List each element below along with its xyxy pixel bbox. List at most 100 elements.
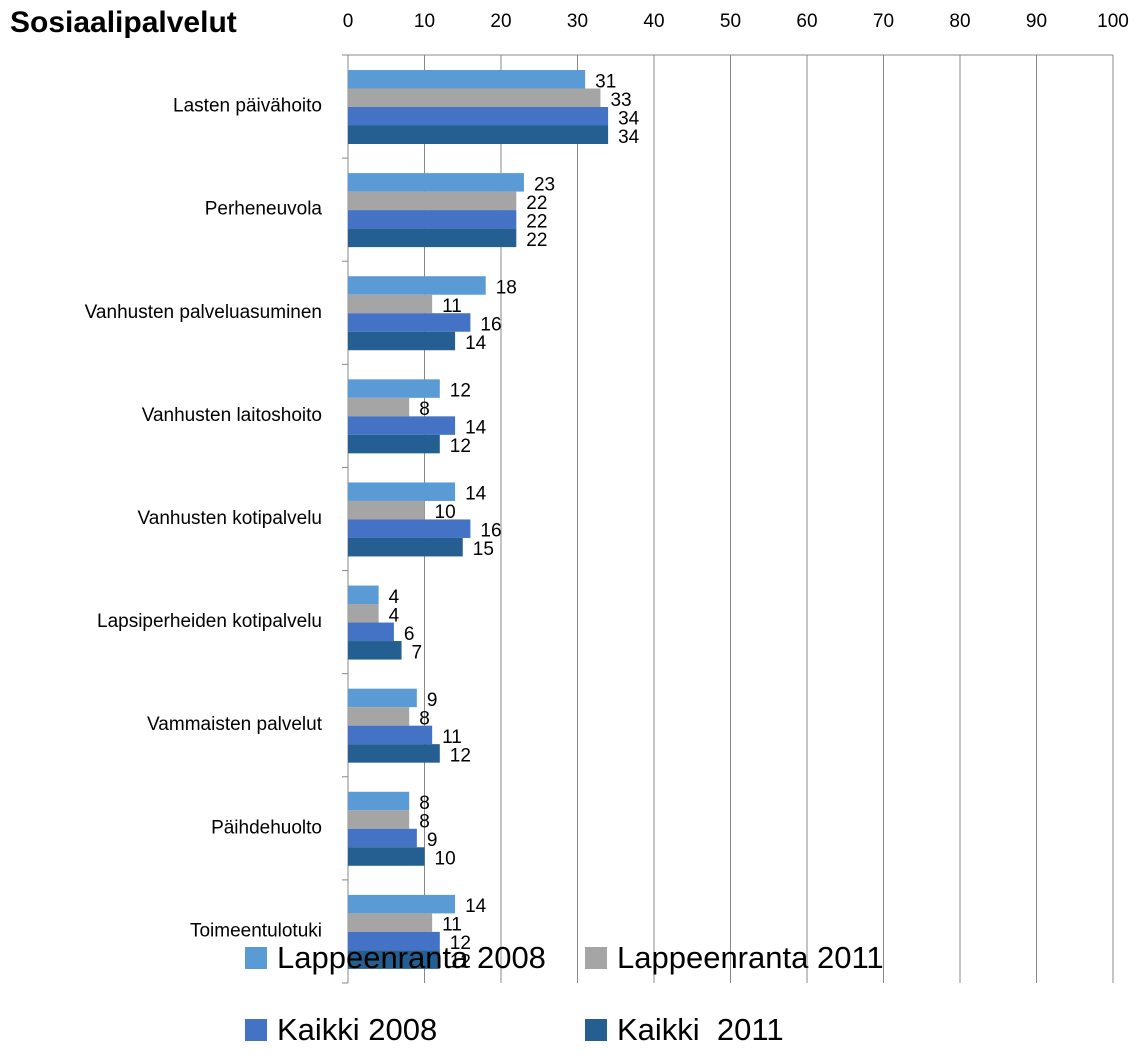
bar [348, 688, 417, 708]
bar [348, 725, 433, 745]
bar [348, 622, 394, 642]
data-label: 23 [534, 174, 555, 195]
x-tick-label: 90 [1026, 11, 1047, 32]
bar [348, 416, 456, 435]
x-tick-label: 10 [414, 11, 435, 32]
legend-label: Lappeenranta 2011 [617, 940, 884, 975]
y-tick-label: Lasten päivähoito [173, 96, 322, 117]
bar [348, 537, 463, 557]
x-tick-label: 100 [1097, 11, 1129, 32]
bar [348, 950, 440, 969]
bar [348, 210, 517, 229]
data-label: 16 [480, 314, 501, 335]
bar [348, 173, 524, 192]
x-tick-label: 30 [567, 11, 588, 32]
legend-label: Kaikki 2011 [617, 1012, 784, 1047]
bar [348, 434, 440, 454]
data-label: 14 [465, 896, 487, 917]
data-label: 12 [450, 436, 471, 457]
legend-label: Lappeenranta 2008 [277, 940, 546, 975]
data-label: 10 [435, 849, 456, 870]
bar [348, 604, 379, 623]
bar [348, 125, 609, 144]
bar [348, 744, 440, 763]
bar [348, 585, 379, 605]
data-label: 7 [412, 642, 423, 663]
data-label: 4 [389, 587, 400, 608]
x-tick-label: 80 [949, 11, 970, 32]
x-tick-label: 0 [343, 11, 354, 32]
bar [348, 931, 440, 951]
bar [348, 519, 471, 538]
bar [348, 294, 433, 314]
bar [348, 379, 440, 398]
data-label: 22 [526, 211, 547, 232]
bar [348, 276, 486, 295]
bar [348, 847, 425, 866]
bar [348, 191, 517, 211]
y-tick-label: Päihdehuolto [211, 817, 322, 838]
y-tick-label: Vanhusten palveluasuminen [85, 302, 322, 323]
data-label: 18 [496, 277, 517, 298]
legend-label: Kaikki 2008 [277, 1012, 437, 1047]
bar [348, 913, 433, 932]
data-label: 33 [610, 90, 631, 111]
data-label: 10 [435, 502, 456, 523]
data-label: 9 [427, 690, 438, 711]
y-tick-label: Lapsiperheiden kotipalvelu [97, 611, 322, 632]
bar [348, 810, 410, 829]
data-label: 14 [465, 484, 487, 505]
y-tick-label: Toimeentulotuki [190, 920, 322, 941]
bar [348, 828, 417, 848]
data-label: 14 [465, 418, 487, 439]
data-label: 34 [618, 108, 640, 129]
legend-swatch [245, 1019, 267, 1041]
y-tick-label: Vanhusten kotipalvelu [138, 508, 323, 529]
data-label: 34 [618, 127, 640, 148]
data-label: 4 [389, 605, 400, 626]
bar [348, 641, 402, 660]
data-label: 9 [427, 830, 438, 851]
bar [348, 791, 410, 811]
data-label: 11 [442, 296, 462, 317]
data-label: 8 [419, 793, 430, 814]
chart-title: Sosiaalipalvelut [10, 6, 237, 39]
y-tick-label: Perheneuvola [205, 199, 323, 220]
data-label: 11 [442, 727, 462, 748]
data-label: 6 [404, 624, 415, 645]
x-tick-label: 50 [720, 11, 741, 32]
data-label: 14 [465, 333, 487, 354]
bar [348, 88, 601, 107]
legend-swatch [585, 1019, 607, 1041]
data-label: 12 [450, 933, 471, 954]
bar [348, 482, 456, 501]
data-label: 15 [473, 539, 494, 560]
data-label: 12 [450, 745, 471, 766]
legend-swatch [585, 947, 607, 969]
data-label: 22 [526, 230, 547, 251]
data-label: 11 [442, 915, 462, 936]
data-label: 8 [419, 812, 430, 833]
y-tick-label: Vammaisten palvelut [147, 714, 323, 735]
legend-swatch [245, 947, 267, 969]
data-label: 16 [480, 521, 501, 542]
data-label: 22 [526, 193, 547, 214]
bar [348, 107, 609, 126]
data-label: 31 [595, 71, 616, 92]
data-label: 12 [450, 952, 471, 973]
bar [348, 397, 410, 417]
bar [348, 707, 410, 726]
x-tick-label: 20 [490, 11, 511, 32]
bar [348, 894, 456, 914]
bar [348, 500, 425, 520]
x-tick-label: 40 [643, 11, 664, 32]
data-label: 8 [419, 399, 430, 420]
bar [348, 313, 471, 332]
bar [348, 228, 517, 248]
x-tick-label: 70 [873, 11, 894, 32]
y-tick-label: Vanhusten laitoshoito [142, 405, 322, 426]
data-label: 8 [419, 708, 430, 729]
bar [348, 331, 456, 351]
data-label: 12 [450, 381, 471, 402]
